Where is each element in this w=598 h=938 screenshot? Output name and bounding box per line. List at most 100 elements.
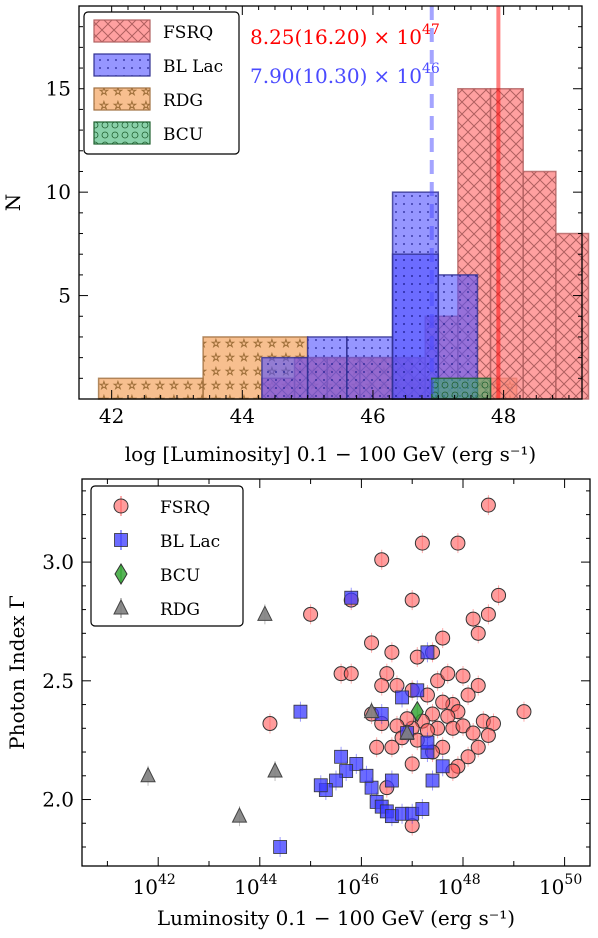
y-tick-label: 5: [58, 284, 71, 308]
annotation-exponent: 47: [422, 22, 440, 38]
point-fsrq: [450, 535, 466, 551]
legend-box: [83, 11, 240, 155]
point-fsrq: [470, 625, 486, 641]
x-tick-exponent: 48: [463, 872, 481, 888]
point-bl-lac: [415, 802, 430, 816]
point-bl-lac: [435, 759, 450, 774]
y-tick-label: 10: [46, 180, 71, 204]
x-axis-label: log [Luminosity] 0.1 − 100 GeV (erg s⁻¹): [125, 442, 536, 466]
point-fsrq: [384, 739, 400, 755]
point-bl-lac: [420, 735, 435, 750]
x-tick-base: 10: [234, 875, 259, 899]
x-tick-label: 48: [491, 404, 516, 428]
hist-bar-hatch: [555, 232, 590, 400]
plot-frame: [78, 5, 583, 400]
legend: FSRQ BL Lac BCU RDG: [90, 485, 244, 627]
point-fsrq: [262, 716, 278, 732]
x-tick-label: 1046: [336, 872, 379, 899]
legend: FSRQ BL Lac RDG BCU: [83, 11, 240, 155]
median-annotation: 8.25(16.20) × 1047: [250, 22, 440, 49]
hist-bar-hatch: [522, 170, 557, 400]
point-rdg: [363, 702, 380, 719]
x-tick-label: 1050: [539, 872, 582, 899]
point-fsrq: [425, 706, 441, 722]
point-bl-lac: [273, 840, 288, 854]
point-bl-lac: [339, 764, 354, 778]
x-tick-exponent: 42: [158, 872, 176, 888]
x-tick-label: 42: [99, 404, 124, 428]
legend-swatch-hatch: [93, 19, 151, 43]
x-tick-exponent: 50: [564, 872, 582, 888]
point-fsrq: [404, 592, 420, 608]
legend-label-bl-lac: BL Lac: [163, 57, 223, 77]
point-bcu: [410, 700, 424, 723]
legend-swatch-hatch: [93, 87, 151, 111]
point-fsrq: [460, 687, 476, 703]
point-bl-lac: [359, 768, 374, 783]
point-fsrq: [430, 673, 446, 689]
y-tick-label: 3.0: [42, 550, 74, 574]
legend-box: [90, 485, 244, 627]
x-tick-base: 10: [336, 875, 361, 899]
point-rdg: [257, 605, 273, 621]
point-bl-lac: [344, 590, 359, 605]
x-tick-label: 1048: [437, 872, 480, 899]
point-bl-lac: [384, 773, 399, 788]
legend-marker-rdg: [113, 598, 129, 615]
x-tick-label: 46: [360, 404, 385, 428]
legend-label-bcu: BCU: [160, 566, 200, 586]
point-rdg: [399, 723, 415, 740]
point-fsrq: [455, 718, 471, 734]
point-fsrq: [480, 606, 496, 622]
point-bl-lac: [313, 778, 328, 793]
annotation-exponent: 46: [422, 61, 440, 77]
legend-label-rdg: RDG: [160, 600, 200, 620]
point-bl-lac: [420, 645, 435, 660]
histogram-panel: 42 44 46 48 5 10 15 log [Luminosity] 0.1 − 100 …: [1, 5, 590, 466]
y-tick-label: 15: [46, 77, 71, 101]
annotation-value: 8.25(16.20): [250, 25, 367, 49]
legend-marker-fsrq: [113, 498, 129, 514]
point-rdg: [231, 807, 248, 823]
hist-bar-hatch: [261, 356, 309, 400]
point-fsrq: [480, 727, 496, 743]
point-fsrq: [470, 739, 486, 755]
hist-bar-hatch: [306, 336, 348, 400]
point-fsrq: [303, 606, 319, 622]
hist-bar-hatch: [489, 87, 524, 400]
x-axis-label: Luminosity 0.1 − 100 GeV (erg s⁻¹): [157, 906, 515, 930]
point-fsrq: [465, 611, 481, 627]
point-bl-lac: [364, 780, 379, 795]
legend-swatch-hatch: [93, 53, 151, 77]
hist-bar-hatch: [346, 336, 394, 400]
y-axis-label: Photon Index Γ: [5, 595, 29, 750]
x-tick-exponent: 44: [260, 872, 278, 888]
legend-label-fsrq: FSRQ: [160, 498, 210, 518]
annotation-value: 7.90(10.30): [250, 64, 367, 88]
hist-bar-hatch: [431, 377, 492, 400]
x-tick-base: 10: [539, 875, 564, 899]
point-fsrq: [404, 756, 420, 772]
x-tick-label: 1042: [133, 872, 176, 899]
x-tick-exponent: 46: [361, 872, 379, 888]
point-rdg: [140, 766, 156, 783]
point-fsrq: [460, 749, 476, 765]
point-fsrq: [435, 694, 451, 710]
legend-label-rdg: RDG: [163, 91, 203, 111]
point-fsrq: [364, 635, 380, 651]
y-tick-label: 2.0: [42, 788, 74, 812]
x-tick-base: 10: [133, 875, 158, 899]
point-bl-lac: [410, 683, 425, 698]
scatter-panel: 1042 1044 1046 1048 10502.02.53.0Luminosity …: [5, 478, 591, 930]
point-fsrq: [470, 678, 486, 694]
plot-frame: [81, 478, 591, 867]
point-bl-lac: [334, 749, 348, 764]
hist-bar-hatch: [97, 377, 204, 400]
legend-marker-bcu: [114, 563, 128, 585]
legend-label-bcu: BCU: [163, 125, 203, 145]
y-axis-label: N: [1, 194, 25, 212]
point-fsrq: [491, 587, 507, 603]
point-fsrq: [414, 535, 430, 551]
legend-label-bl-lac: BL Lac: [160, 532, 220, 552]
